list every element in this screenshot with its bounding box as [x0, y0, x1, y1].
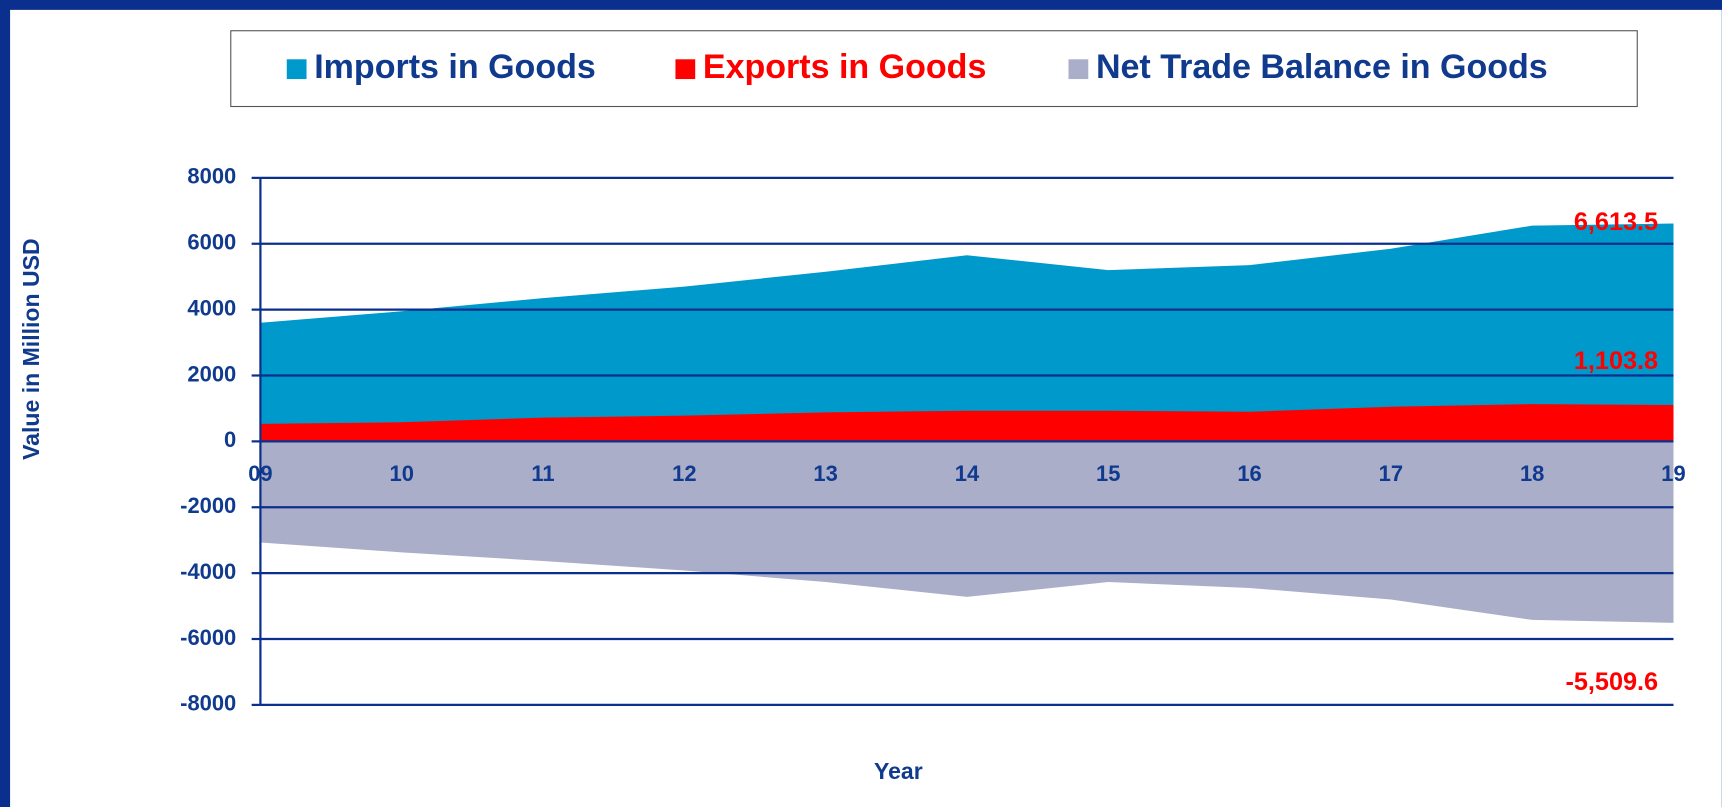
y-tick-label: 6000: [187, 230, 236, 255]
x-tick-label: 17: [1379, 461, 1403, 486]
legend-label: Exports in Goods: [703, 48, 987, 86]
x-tick-label: 19: [1661, 461, 1685, 486]
area: [260, 223, 1674, 442]
y-axis-title: Value in Million USD: [18, 238, 44, 460]
y-tick-label: 8000: [187, 164, 236, 189]
x-axis-title: Year: [874, 758, 923, 784]
x-tick-label: 09: [248, 461, 272, 486]
legend-box: [230, 30, 1638, 108]
value-label: 6,613.5: [1574, 208, 1658, 236]
area: [260, 441, 1674, 623]
plot-area: -8000 -6000 -4000 -2000 0 2000 4000 6000 8000 09 1…: [180, 164, 1686, 716]
y-tick-label: 2000: [187, 361, 236, 386]
x-tick-label: 11: [531, 461, 554, 486]
x-tick-label: 18: [1520, 461, 1544, 486]
y-tick-label: 0: [224, 427, 236, 452]
x-tick-label: 15: [1096, 461, 1120, 486]
legend-swatch: [1068, 59, 1089, 80]
legend-label: Imports in Goods: [314, 48, 596, 86]
x-tick-label: 13: [813, 461, 837, 486]
value-label: -5,509.6: [1565, 668, 1658, 696]
y-tick-label: -4000: [180, 559, 236, 584]
y-tick-label: 4000: [187, 295, 236, 320]
y-tick-label: -6000: [180, 625, 236, 650]
y-tick-label: -8000: [180, 691, 236, 716]
x-tick-label: 10: [390, 461, 414, 486]
value-label: 1,103.8: [1574, 347, 1658, 375]
x-tick-label: 16: [1237, 461, 1261, 486]
x-tick-label: 12: [672, 461, 696, 486]
area: [260, 404, 1674, 442]
legend-swatch: [286, 59, 307, 80]
legend-swatch: [675, 59, 696, 80]
y-tick-label: -2000: [180, 493, 236, 518]
x-tick-label: 14: [955, 461, 980, 486]
legend-label: Net Trade Balance in Goods: [1096, 48, 1548, 86]
